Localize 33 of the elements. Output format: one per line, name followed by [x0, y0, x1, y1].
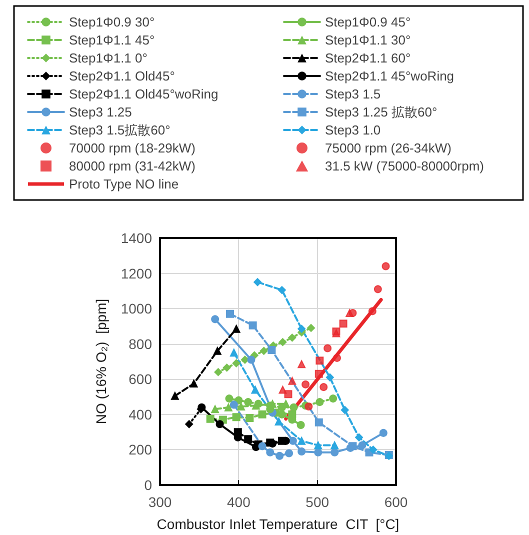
legend-label: 75000 rpm (26-34kW): [325, 140, 452, 156]
legend-label: 80000 rpm (31-42kW): [69, 158, 196, 174]
legend-label: Step3 1.25: [69, 104, 132, 120]
y-tick-label: 1400: [120, 230, 152, 246]
y-tick-label: 800: [128, 336, 152, 352]
legend-label: Proto Type NO line: [69, 176, 179, 192]
legend-label: Step3 1.5拡散60°: [69, 122, 170, 138]
legend-label: 31.5 kW (75000-80000rpm): [325, 158, 484, 174]
legend-label: Step3 1.0: [325, 122, 381, 138]
y-tick-label: 1000: [120, 300, 152, 317]
legend-label: Step1Φ1.1 30°: [325, 32, 411, 48]
y-tick-label: 1200: [120, 265, 152, 282]
y-tick-label: 400: [128, 406, 152, 422]
y-axis-title: NO (16% O₂) [ppm]: [93, 298, 109, 424]
legend-label: 70000 rpm (18-29kW): [69, 140, 196, 156]
legend-label: Step1Φ0.9 30°: [69, 14, 155, 30]
legend-label: Step1Φ1.1 0°: [69, 50, 148, 66]
x-tick-label: 400: [226, 494, 251, 510]
y-tick-label: 600: [128, 371, 152, 388]
y-tick-label: 200: [128, 442, 152, 458]
x-axis-title: Combustor Inlet Temperature CIT [°C]: [156, 516, 400, 532]
x-tick-label: 300: [148, 494, 172, 510]
legend-label: Step2Φ1.1 45°woRing: [325, 68, 454, 84]
legend-label: Step2Φ1.1 Old45°: [69, 68, 175, 84]
legend-label: Step3 1.5: [325, 86, 381, 102]
x-tick-label: 500: [306, 494, 330, 510]
legend-label: Step2Φ1.1 60°: [325, 50, 411, 66]
legend-label: Step3 1.25 拡散60°: [325, 104, 438, 120]
legend-label: Step2Φ1.1 Old45°woRing: [69, 86, 218, 102]
y-tick-label: 0: [144, 477, 152, 493]
legend-label: Step1Φ0.9 45°: [325, 14, 411, 30]
legend-label: Step1Φ1.1 45°: [69, 32, 155, 48]
x-tick-label: 600: [384, 494, 408, 510]
